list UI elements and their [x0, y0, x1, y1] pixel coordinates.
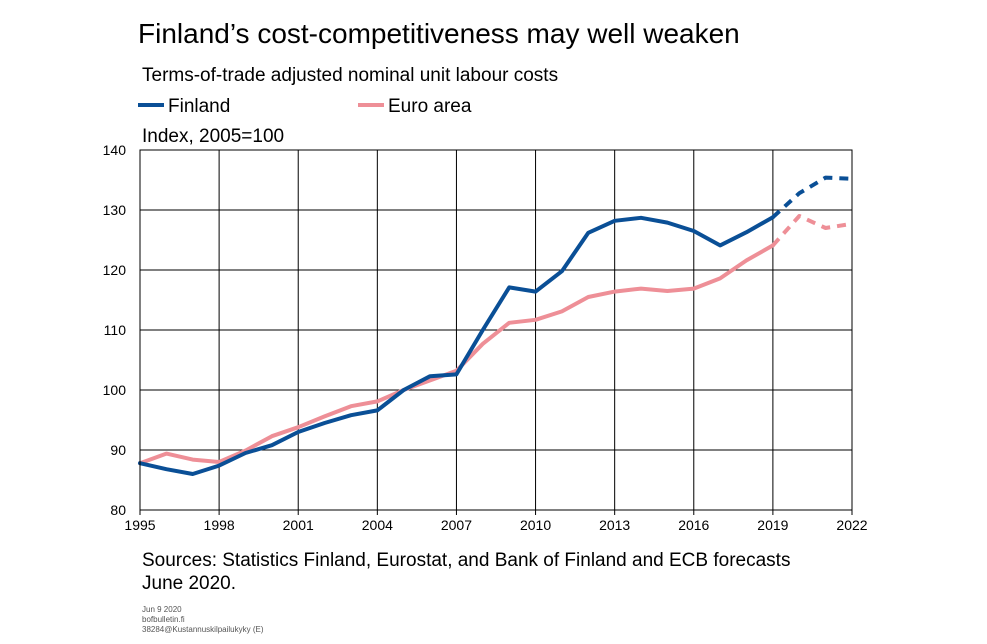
x-tick-label-2016: 2016 [678, 517, 709, 533]
chart-subtitle: Terms-of-trade adjusted nominal unit lab… [142, 65, 559, 86]
plot-frame [139, 149, 853, 511]
legend-swatch-euro-area [358, 102, 384, 107]
series-forecast-line-finland [771, 175, 853, 219]
series-line-finland [138, 215, 775, 476]
y-tick-label-140: 140 [103, 142, 127, 158]
meta-code: 38284@Kustannuskilpailukyky (E) [142, 625, 264, 634]
x-tick-label-1998: 1998 [204, 517, 235, 533]
series-forecast-line-euro-area [771, 214, 853, 247]
x-tick-label-2013: 2013 [599, 517, 630, 533]
y-tick-label-90: 90 [110, 442, 126, 458]
y-axis-unit-label: Index, 2005=100 [142, 126, 285, 147]
legend-item-finland: Finland [138, 96, 230, 118]
y-tick-labels: 80 90 100 110 120 130 140 [103, 142, 127, 518]
meta-date: Jun 9 2020 [142, 605, 182, 614]
meta-site: bofbulletin.fi [142, 615, 185, 624]
x-tick-label-2007: 2007 [441, 517, 472, 533]
x-tick-label-2019: 2019 [757, 517, 788, 533]
x-tick-label-1995: 1995 [124, 517, 155, 533]
chart-meta: Jun 9 2020 bofbulletin.fi 38284@Kustannu… [142, 605, 264, 635]
sources-line-1: Sources: Statistics Finland, Eurostat, a… [142, 550, 791, 571]
y-tick-label-120: 120 [103, 262, 127, 278]
x-tick-label-2001: 2001 [283, 517, 314, 533]
y-tick-label-80: 80 [110, 502, 126, 518]
sources-line-2: June 2020. [142, 573, 237, 594]
y-tick-label-110: 110 [104, 322, 127, 338]
x-tick-label-2004: 2004 [362, 517, 393, 533]
legend-label-finland: Finland [168, 96, 231, 117]
x-tick-label-2010: 2010 [520, 517, 551, 533]
y-tick-label-130: 130 [103, 202, 127, 218]
x-tick-labels: 1995 1998 2001 2004 2007 2010 2013 2016 2019 2022 [124, 517, 867, 533]
sources-note: Sources: Statistics Finland, Eurostat, a… [142, 549, 902, 595]
series-lines [138, 175, 853, 476]
x-tick-label-2022: 2022 [836, 517, 867, 533]
y-tick-label-100: 100 [103, 382, 127, 398]
legend-swatch-finland [138, 102, 164, 107]
legend-item-euro-area: Euro area [358, 96, 471, 118]
legend-label-euro-area: Euro area [388, 96, 472, 117]
chart-title: Finland’s cost-competitiveness may well … [138, 18, 740, 49]
